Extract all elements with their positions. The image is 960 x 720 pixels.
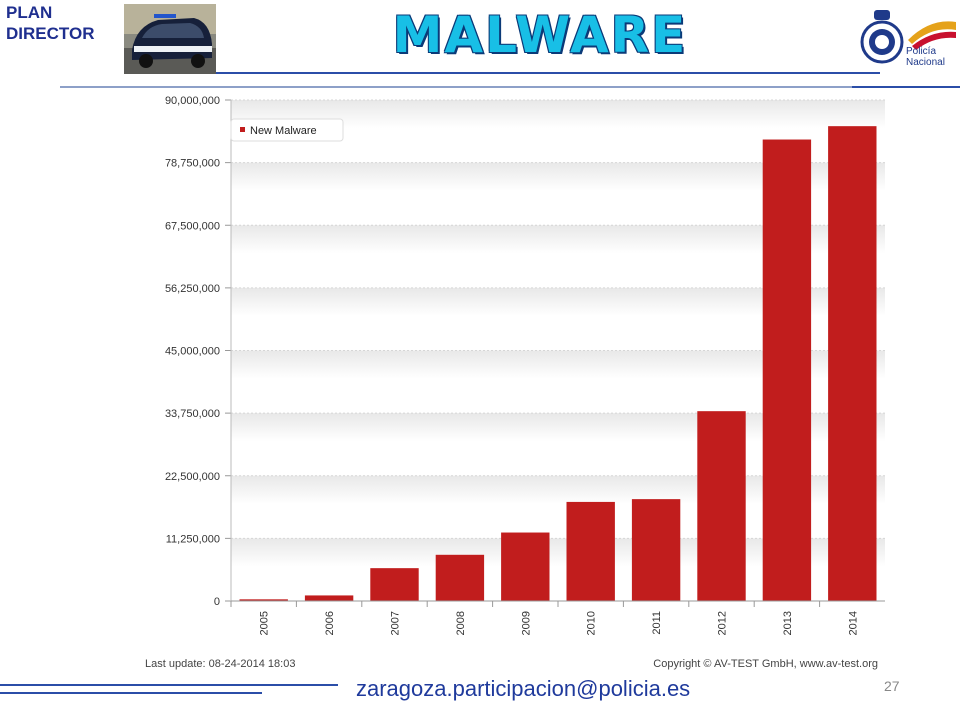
footer-rule-top — [0, 684, 338, 686]
y-tick-label: 33,750,000 — [165, 408, 220, 420]
x-tick-label: 2013 — [782, 611, 794, 635]
malware-bar-chart: 0 11,250,000 22,500,000 33,750,000 45,000,00… — [145, 95, 885, 670]
bar-2006 — [304, 595, 354, 601]
header-divider-right — [852, 86, 960, 88]
x-tick-label: 2011 — [651, 611, 663, 635]
plan-label-line2: DIRECTOR — [6, 24, 95, 43]
logo-text-line2: Nacional — [906, 57, 945, 68]
legend-swatch — [240, 127, 245, 132]
y-tick-label: 67,500,000 — [165, 220, 220, 232]
police-shield-icon — [860, 10, 956, 64]
bar-2008 — [435, 554, 485, 601]
last-update-text: Last update: 08-24-2014 18:03 — [145, 658, 295, 670]
x-tick-label: 2012 — [717, 611, 729, 635]
title-underline — [216, 72, 880, 74]
y-tick-label: 90,000,000 — [165, 95, 220, 107]
chart-bars — [239, 126, 877, 602]
y-tick-label: 78,750,000 — [165, 158, 220, 170]
y-tick-label: 0 — [214, 596, 220, 608]
plan-director-label: PLAN DIRECTOR — [6, 2, 94, 44]
bar-2012 — [697, 411, 746, 601]
logo-text-line1: Policía — [906, 46, 937, 57]
x-tick-label: 2007 — [390, 611, 402, 635]
bar-2011 — [631, 499, 681, 601]
slide-title: MALWARE — [392, 6, 688, 64]
x-tick-label: 2008 — [455, 611, 467, 635]
plan-label-line1: PLAN — [6, 3, 53, 22]
y-axis: 0 11,250,000 22,500,000 33,750,000 45,000,00… — [165, 95, 232, 608]
bar-2007 — [370, 568, 419, 601]
header-divider — [60, 86, 880, 88]
page-number: 27 — [884, 678, 900, 694]
y-tick-label: 56,250,000 — [165, 283, 220, 295]
x-axis: 2005 2006 2007 2008 2009 2010 2011 2012 2013 2014 — [230, 600, 885, 635]
x-tick-label: 2014 — [847, 611, 859, 635]
x-tick-label: 2009 — [520, 611, 532, 635]
y-tick-label: 11,250,000 — [166, 533, 220, 545]
legend-label: New Malware — [250, 125, 317, 137]
bar-2014 — [828, 126, 877, 601]
x-tick-label: 2010 — [586, 611, 598, 635]
copyright-text: Copyright © AV-TEST GmbH, www.av-test.or… — [653, 658, 878, 670]
police-car-photo — [124, 4, 216, 74]
legend-box — [230, 118, 344, 142]
chart-legend: New Malware — [230, 118, 344, 142]
y-tick-label: 22,500,000 — [165, 471, 220, 483]
x-tick-label: 2006 — [324, 611, 336, 635]
policia-nacional-logo: Policía Nacional — [858, 4, 958, 70]
footer-rule-bottom — [0, 692, 262, 694]
bar-2005 — [239, 599, 288, 601]
bar-2013 — [762, 139, 812, 602]
bar-2009 — [501, 532, 550, 601]
bar-2010 — [566, 501, 615, 601]
x-tick-label: 2005 — [259, 611, 271, 635]
contact-email: zaragoza.participacion@policia.es — [356, 676, 691, 701]
y-tick-label: 45,000,000 — [165, 346, 220, 358]
